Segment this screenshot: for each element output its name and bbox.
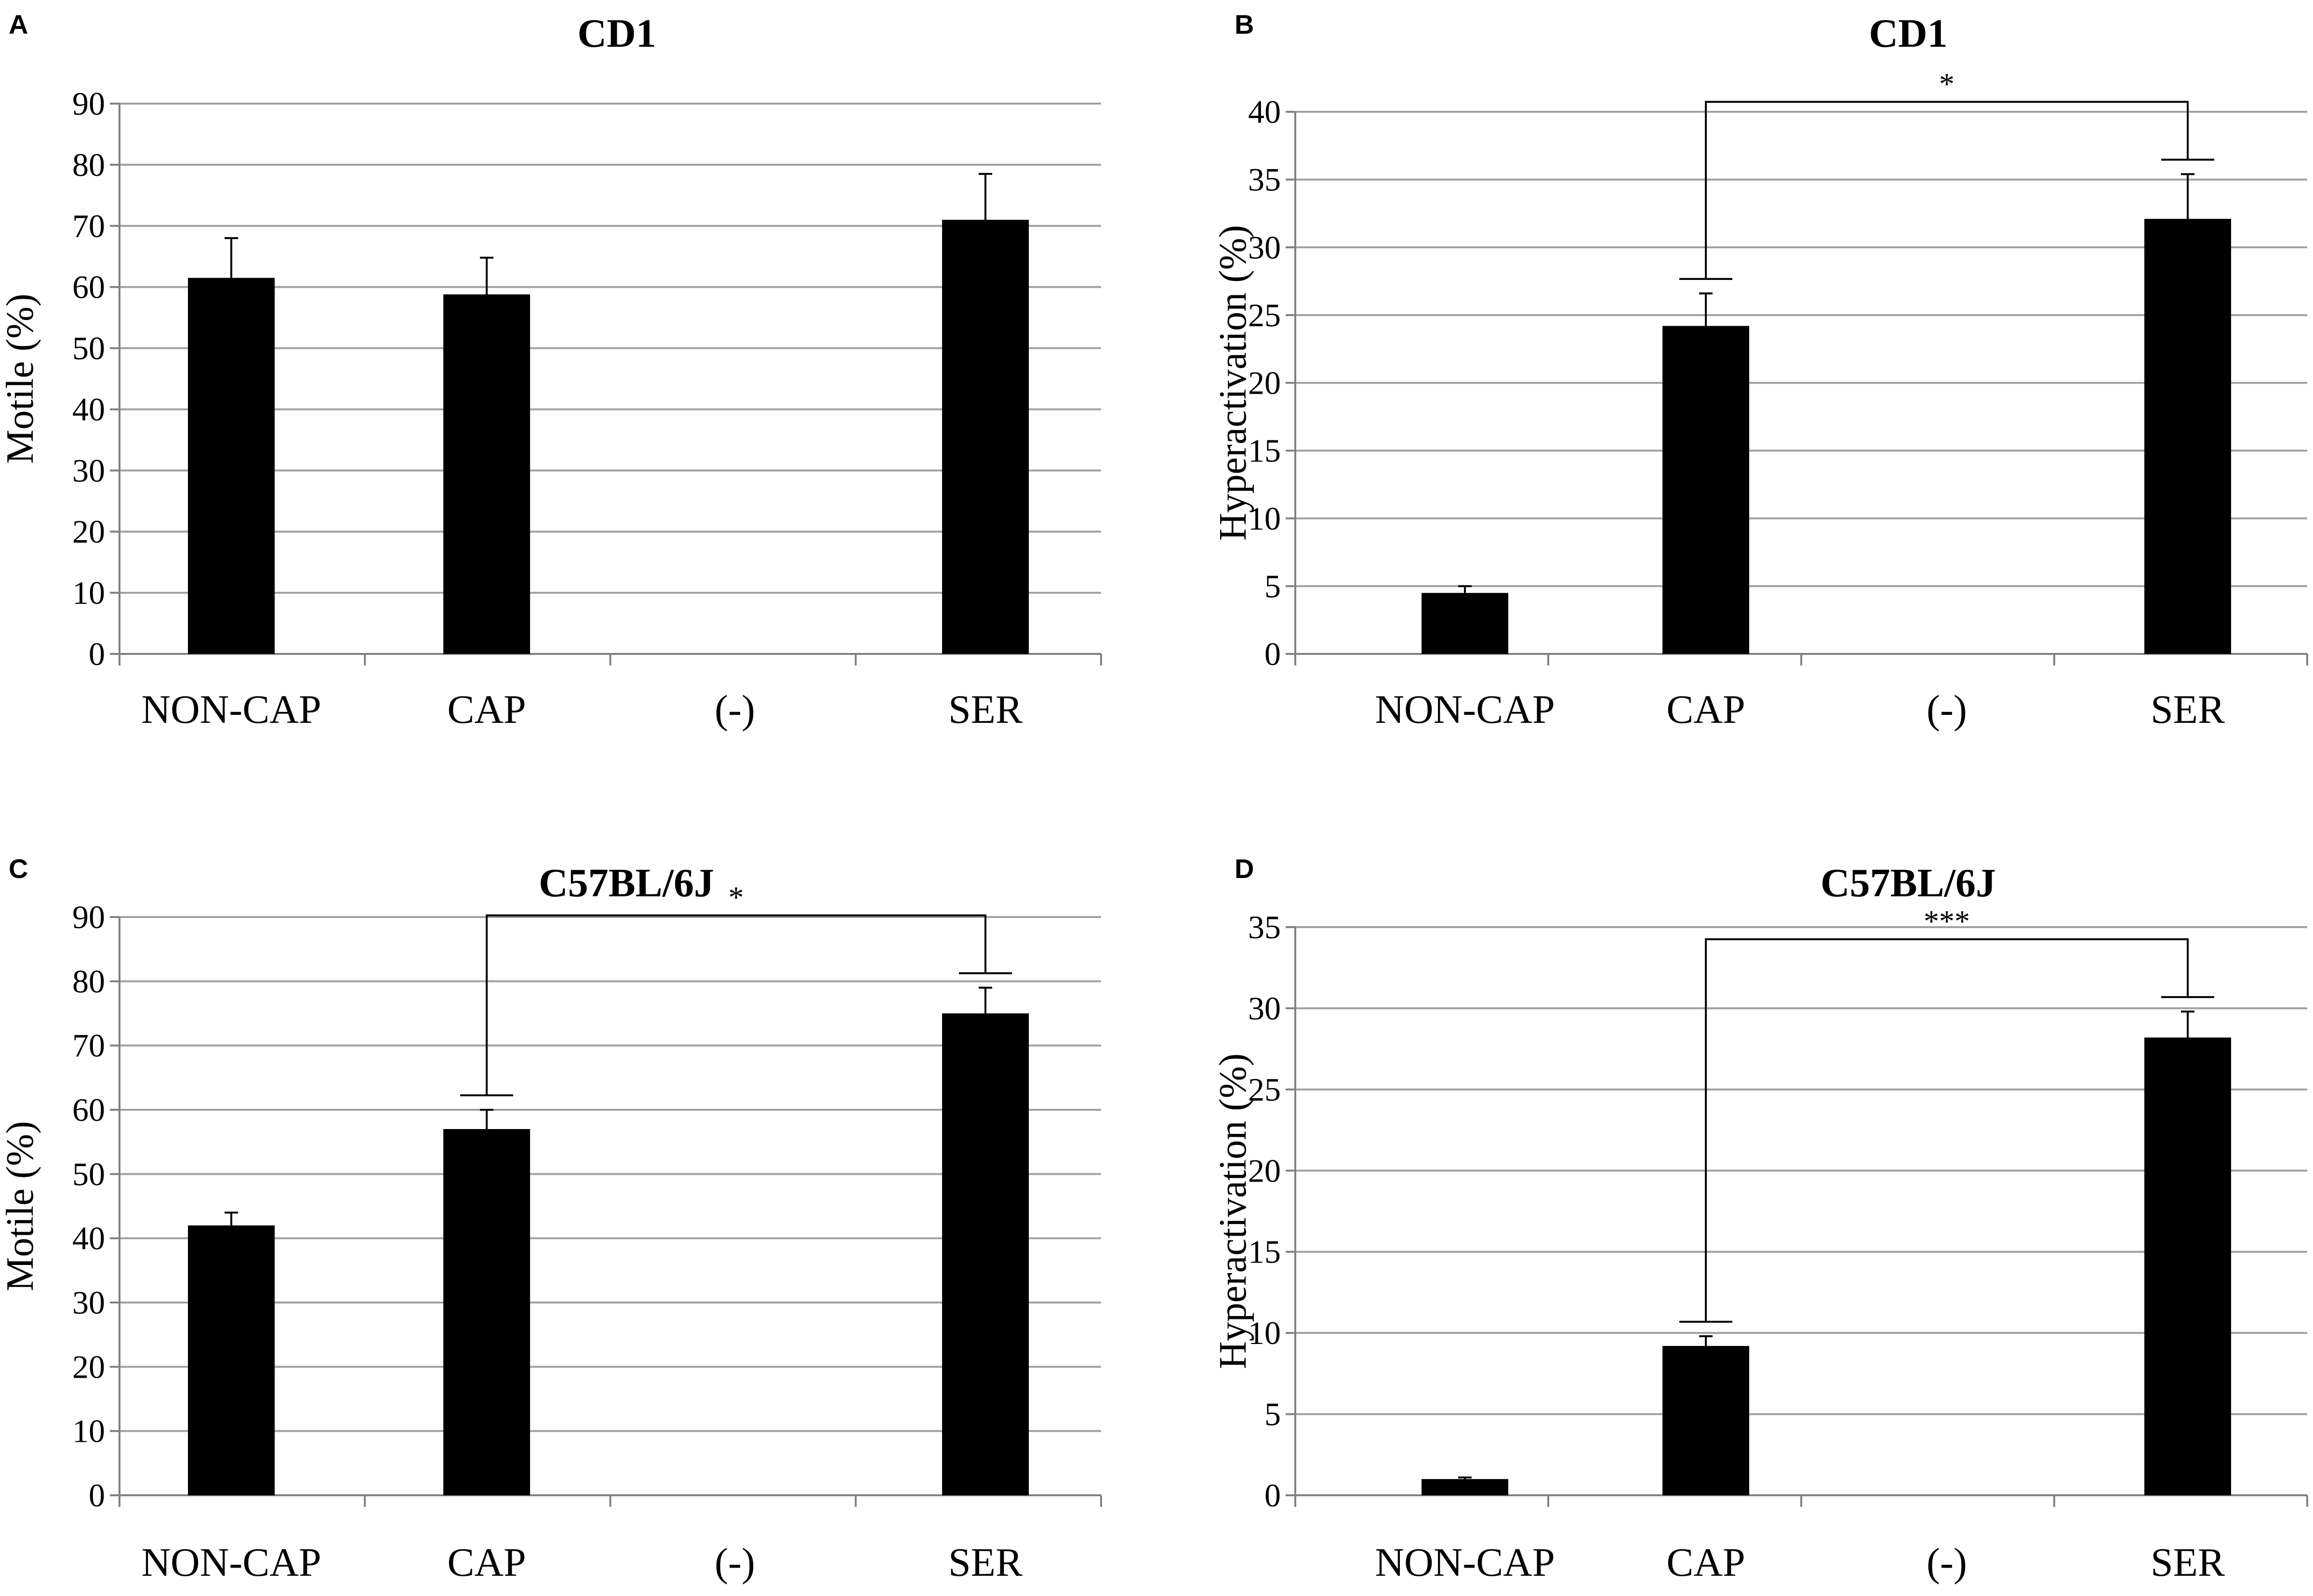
- y-tick-label: 10: [1248, 500, 1281, 537]
- y-tick-label: 70: [72, 1027, 105, 1064]
- x-category-label: (-): [715, 1540, 755, 1585]
- x-category-label: CAP: [1666, 1540, 1745, 1585]
- bar-non-cap: [188, 278, 275, 654]
- y-tick-label: 0: [1264, 1477, 1281, 1514]
- bar-cap: [1662, 1346, 1749, 1495]
- y-tick-label: 60: [72, 269, 105, 306]
- y-tick-label: 40: [72, 1220, 105, 1257]
- bar-non-cap: [1422, 1479, 1508, 1495]
- bar-non-cap: [188, 1225, 275, 1495]
- x-category-label: NON-CAP: [141, 687, 321, 732]
- bar-ser: [2144, 219, 2231, 654]
- y-tick-label: 15: [1248, 432, 1281, 469]
- bar-cap: [1662, 326, 1749, 654]
- y-tick-label: 30: [1248, 990, 1281, 1026]
- x-category-label: SER: [948, 687, 1023, 732]
- y-tick-label: 20: [72, 513, 105, 550]
- y-tick-label: 50: [72, 1156, 105, 1192]
- chart-title: CD1: [577, 11, 656, 56]
- panel-letter: C: [9, 853, 28, 884]
- panel-letter: B: [1235, 9, 1254, 40]
- y-tick-label: 80: [72, 963, 105, 999]
- y-tick-label: 90: [72, 899, 105, 935]
- y-tick-label: 20: [1248, 1152, 1281, 1189]
- significance-label: *: [729, 880, 744, 915]
- y-tick-label: 40: [1248, 93, 1281, 130]
- y-tick-label: 15: [1248, 1234, 1281, 1270]
- x-category-label: (-): [1927, 1540, 1967, 1585]
- x-category-label: NON-CAP: [1375, 1540, 1555, 1585]
- chart-panel-c: C C57BL/6J 0 10 20 30 40 50 60 70 80 90 Motile (%) NO…: [0, 853, 1102, 1585]
- y-tick-label: 0: [89, 1477, 105, 1514]
- significance-label: *: [1939, 66, 1954, 101]
- x-category-label: CAP: [447, 1540, 526, 1585]
- y-tick-label: 50: [72, 330, 105, 367]
- significance-bracket: [460, 914, 1012, 1096]
- x-category-label: NON-CAP: [141, 1540, 321, 1585]
- y-tick-label: 0: [89, 636, 105, 672]
- y-tick-label: 5: [1264, 1396, 1281, 1433]
- y-tick-label: 10: [72, 574, 105, 611]
- x-category-label: (-): [1927, 687, 1967, 732]
- y-tick-label: 30: [72, 1284, 105, 1321]
- y-tick-label: 90: [72, 85, 105, 122]
- x-category-label: SER: [2151, 1540, 2225, 1585]
- y-tick-label: 20: [1248, 365, 1281, 401]
- y-axis-title: Motile (%): [0, 293, 41, 464]
- x-category-label: NON-CAP: [1375, 687, 1555, 732]
- bar-ser: [942, 220, 1029, 654]
- y-tick-label: 30: [1248, 229, 1281, 266]
- y-tick-label: 60: [72, 1091, 105, 1128]
- y-tick-label: 25: [1248, 1071, 1281, 1108]
- chart-panel-d: D C57BL/6J 0 5 10 15 20 25 30 35 Hyperactivation (…: [1212, 853, 2308, 1585]
- bar-cap: [443, 1129, 530, 1495]
- x-category-label: SER: [2151, 687, 2225, 732]
- y-tick-label: 20: [72, 1348, 105, 1385]
- y-tick-label: 0: [1264, 636, 1281, 672]
- significance-bracket: [1679, 101, 2214, 280]
- panel-letter: D: [1235, 853, 1254, 884]
- bar-ser: [2144, 1037, 2231, 1495]
- y-tick-label: 30: [72, 452, 105, 489]
- chart-panel-a: A CD1 0 10 20 30 40 50 60 70 80 90 Motile (%) NON-CAP…: [0, 9, 1102, 732]
- y-tick-label: 70: [72, 208, 105, 244]
- significance-bracket: [1679, 938, 2214, 1323]
- bar-ser: [942, 1013, 1029, 1495]
- x-category-label: CAP: [1666, 687, 1745, 732]
- chart-title: CD1: [1869, 11, 1947, 56]
- chart-title: C57BL/6J: [539, 861, 714, 905]
- y-axis-title: Hyperactivation (%): [1212, 1053, 1254, 1369]
- bar-cap: [443, 294, 530, 654]
- significance-label: ***: [1924, 904, 1970, 938]
- y-tick-label: 40: [72, 391, 105, 427]
- bar-non-cap: [1422, 593, 1508, 654]
- y-tick-label: 5: [1264, 568, 1281, 604]
- y-axis-title: Motile (%): [0, 1121, 41, 1291]
- chart-panel-b: B CD1 0 5 10 15 20 25 30 35 40 Hyperactivation (%) N…: [1212, 9, 2308, 732]
- y-axis-title: Hyperactivation (%): [1212, 225, 1254, 541]
- panel-letter: A: [9, 9, 28, 40]
- y-tick-label: 80: [72, 146, 105, 183]
- chart-title: C57BL/6J: [1821, 861, 1996, 905]
- y-tick-label: 35: [1248, 909, 1281, 945]
- y-tick-label: 10: [72, 1413, 105, 1450]
- x-category-label: CAP: [447, 687, 526, 732]
- x-category-label: SER: [948, 1540, 1023, 1585]
- y-tick-label: 35: [1248, 161, 1281, 198]
- y-tick-label: 25: [1248, 297, 1281, 333]
- y-tick-label: 10: [1248, 1315, 1281, 1351]
- x-category-label: (-): [715, 687, 755, 732]
